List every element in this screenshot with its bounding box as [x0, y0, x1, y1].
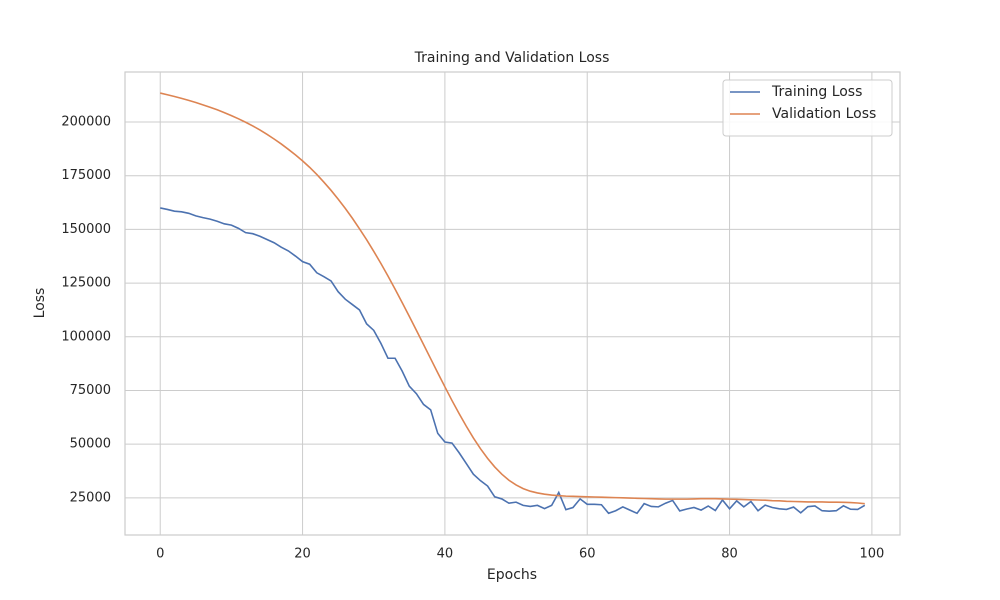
y-tick-label: 100000 [61, 329, 111, 344]
x-axis-label: Epochs [487, 567, 537, 583]
legend-label: Training Loss [771, 84, 862, 100]
y-tick-label: 200000 [61, 115, 111, 130]
y-tick-label: 175000 [61, 168, 111, 183]
y-tick-label: 50000 [70, 437, 111, 452]
legend-label: Validation Loss [772, 106, 876, 122]
x-tick-label: 0 [156, 547, 164, 562]
x-tick-label: 100 [859, 547, 884, 562]
plot-frame [124, 71, 901, 536]
legend-box [722, 79, 893, 137]
y-tick-label: 125000 [61, 276, 111, 291]
y-tick-label: 25000 [70, 490, 111, 505]
chart-title: Training and Validation Loss [414, 50, 610, 66]
y-axis-label: Loss [32, 288, 48, 319]
x-tick-label: 40 [437, 547, 454, 562]
x-tick-label: 60 [579, 547, 596, 562]
y-tick-label: 150000 [61, 222, 111, 237]
series-line [160, 207, 866, 515]
x-tick-label: 20 [294, 547, 311, 562]
series-line [160, 92, 865, 505]
x-tick-label: 80 [721, 547, 738, 562]
y-tick-label: 75000 [70, 383, 111, 398]
